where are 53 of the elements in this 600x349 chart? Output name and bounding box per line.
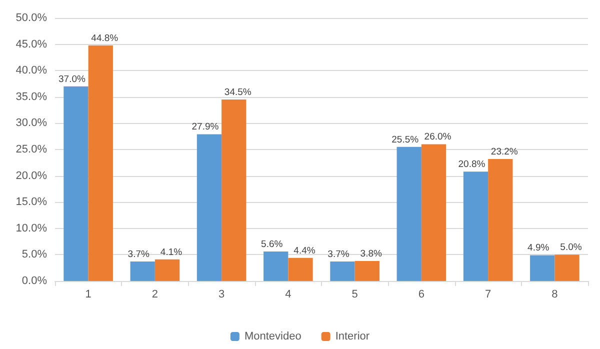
data-label: 37.0% xyxy=(58,74,86,85)
bar xyxy=(396,146,422,281)
data-label: 34.5% xyxy=(224,87,252,98)
x-tick-label: 2 xyxy=(152,288,158,300)
data-label: 5.0% xyxy=(560,242,582,254)
data-label: 3.7% xyxy=(128,249,150,260)
bar xyxy=(288,258,313,281)
y-tick-label: 30.0% xyxy=(16,117,48,130)
bar xyxy=(264,252,288,281)
x-tick-label: 8 xyxy=(552,288,558,300)
legend-label: Interior xyxy=(335,330,370,342)
y-tick-label: 10.0% xyxy=(16,222,48,234)
bar xyxy=(488,158,513,281)
bar xyxy=(196,134,222,281)
bar xyxy=(463,172,488,281)
x-tick-label: 4 xyxy=(285,288,292,300)
y-tick-label: 5.0% xyxy=(22,248,48,261)
bar xyxy=(530,255,555,281)
bar xyxy=(130,262,155,281)
data-label: 44.8% xyxy=(91,32,119,44)
bar xyxy=(421,144,446,281)
data-label: 23.2% xyxy=(490,146,518,158)
bar xyxy=(354,261,380,281)
data-label: 3.7% xyxy=(328,249,350,260)
x-tick-label: 7 xyxy=(485,288,492,300)
bar xyxy=(154,259,180,281)
y-tick-label: 45.0% xyxy=(16,38,48,50)
y-tick-label: 40.0% xyxy=(16,64,48,77)
data-label: 27.9% xyxy=(192,122,220,133)
y-tick-label: 50.0% xyxy=(16,12,48,24)
y-tick-label: 20.0% xyxy=(16,170,48,182)
data-label: 4.9% xyxy=(528,242,550,254)
y-tick-label: 25.0% xyxy=(16,144,48,156)
x-tick-label: 1 xyxy=(85,288,92,300)
x-tick-label: 6 xyxy=(418,288,424,300)
data-label: 3.8% xyxy=(360,248,383,260)
bar xyxy=(554,254,580,281)
y-tick-label: 35.0% xyxy=(16,90,48,103)
data-label: 5.6% xyxy=(261,239,284,250)
bar xyxy=(88,45,113,281)
bar xyxy=(64,86,88,281)
bar xyxy=(330,262,355,281)
legend-label: Montevideo xyxy=(244,330,302,342)
y-tick-label: 0.0% xyxy=(22,275,48,287)
x-tick-label: 5 xyxy=(352,288,358,300)
data-label: 20.8% xyxy=(458,159,486,170)
x-tick-label: 3 xyxy=(218,288,225,300)
data-label: 4.4% xyxy=(294,245,316,256)
bar xyxy=(222,100,246,281)
data-label: 25.5% xyxy=(392,134,420,146)
data-label: 26.0% xyxy=(424,132,452,143)
data-label: 4.1% xyxy=(160,246,183,258)
y-tick-label: 15.0% xyxy=(16,196,48,208)
